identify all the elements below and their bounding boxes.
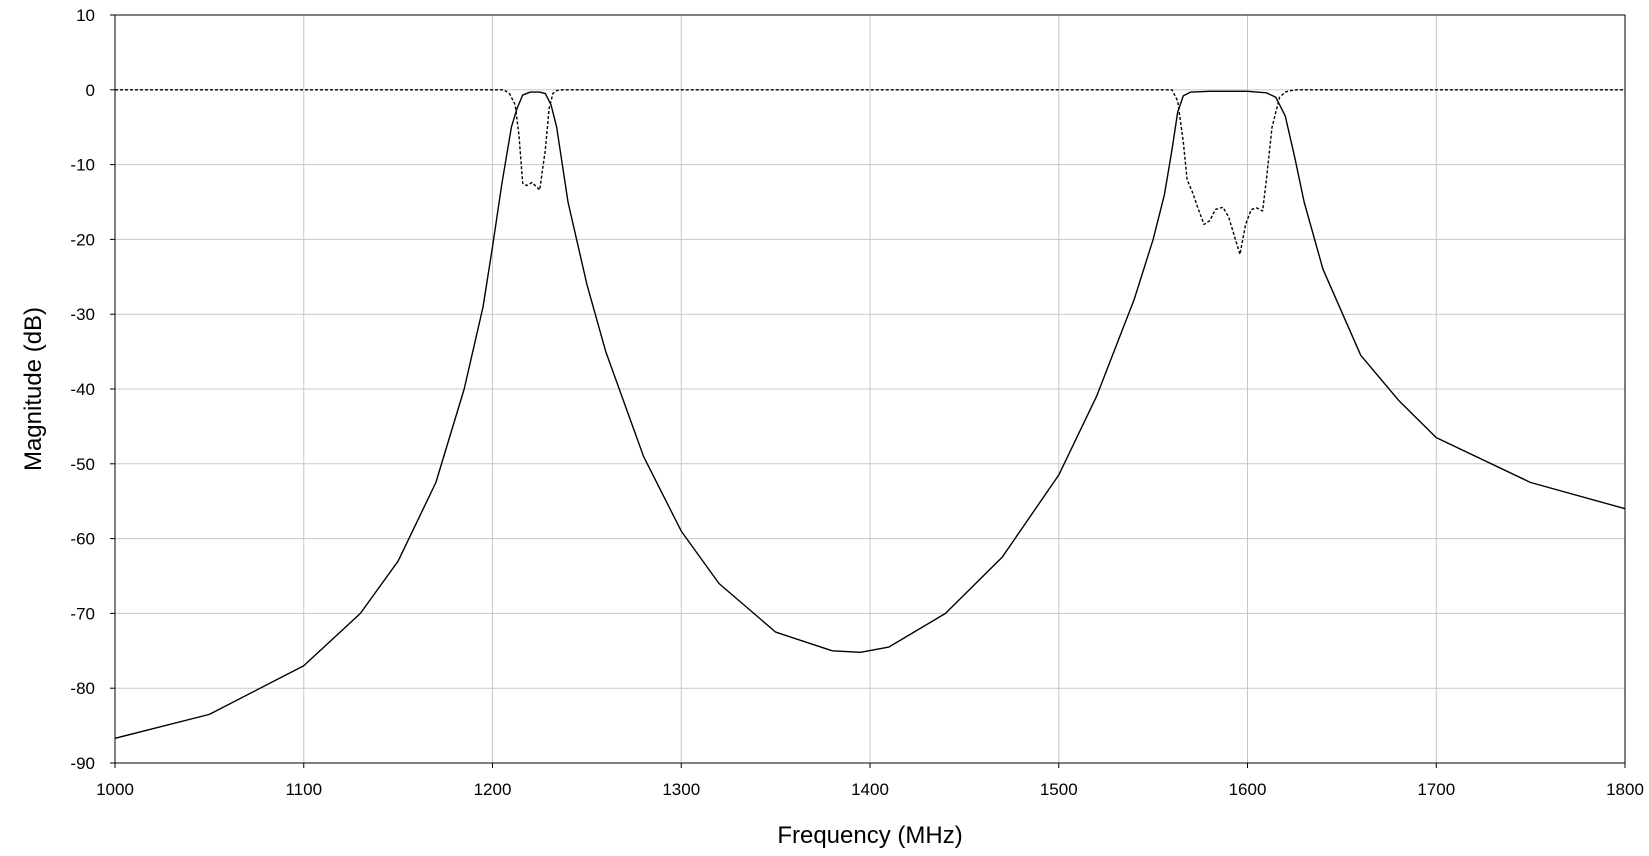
- y-tick-label: 10: [76, 6, 95, 25]
- series-line-solid: [114, 90, 1626, 739]
- series-line-dashed: [115, 89, 1625, 256]
- y-tick-label: -80: [70, 679, 95, 698]
- y-tick-label: -90: [70, 754, 95, 773]
- x-tick-label: 1500: [1040, 780, 1078, 799]
- x-tick-label: 1700: [1417, 780, 1455, 799]
- x-tick-label: 1800: [1606, 780, 1644, 799]
- y-tick-label: -60: [70, 530, 95, 549]
- y-tick-label: -10: [70, 156, 95, 175]
- y-tick-label: -70: [70, 604, 95, 623]
- x-tick-label: 1100: [285, 780, 322, 799]
- x-axis: 1000 1100 1200 1300 1400 1500 1600 1700 1800: [96, 763, 1644, 799]
- x-tick-label: 1000: [96, 780, 134, 799]
- y-axis-label: Magnitude (dB): [20, 307, 47, 471]
- y-tick-label: -20: [70, 230, 95, 249]
- y-tick-label: -50: [70, 455, 95, 474]
- y-axis: 10 0 -10 -20 -30 -40 -50 -60 -70 -80 -90: [70, 6, 115, 773]
- series-layer: [114, 89, 1626, 739]
- x-axis-label: Frequency (MHz): [777, 822, 962, 849]
- y-tick-label: 0: [86, 81, 95, 100]
- x-tick-label: 1400: [851, 780, 889, 799]
- x-tick-label: 1200: [474, 780, 512, 799]
- y-tick-label: -30: [70, 305, 95, 324]
- x-tick-label: 1300: [662, 780, 700, 799]
- y-tick-label: -40: [70, 380, 95, 399]
- x-tick-label: 1600: [1229, 780, 1267, 799]
